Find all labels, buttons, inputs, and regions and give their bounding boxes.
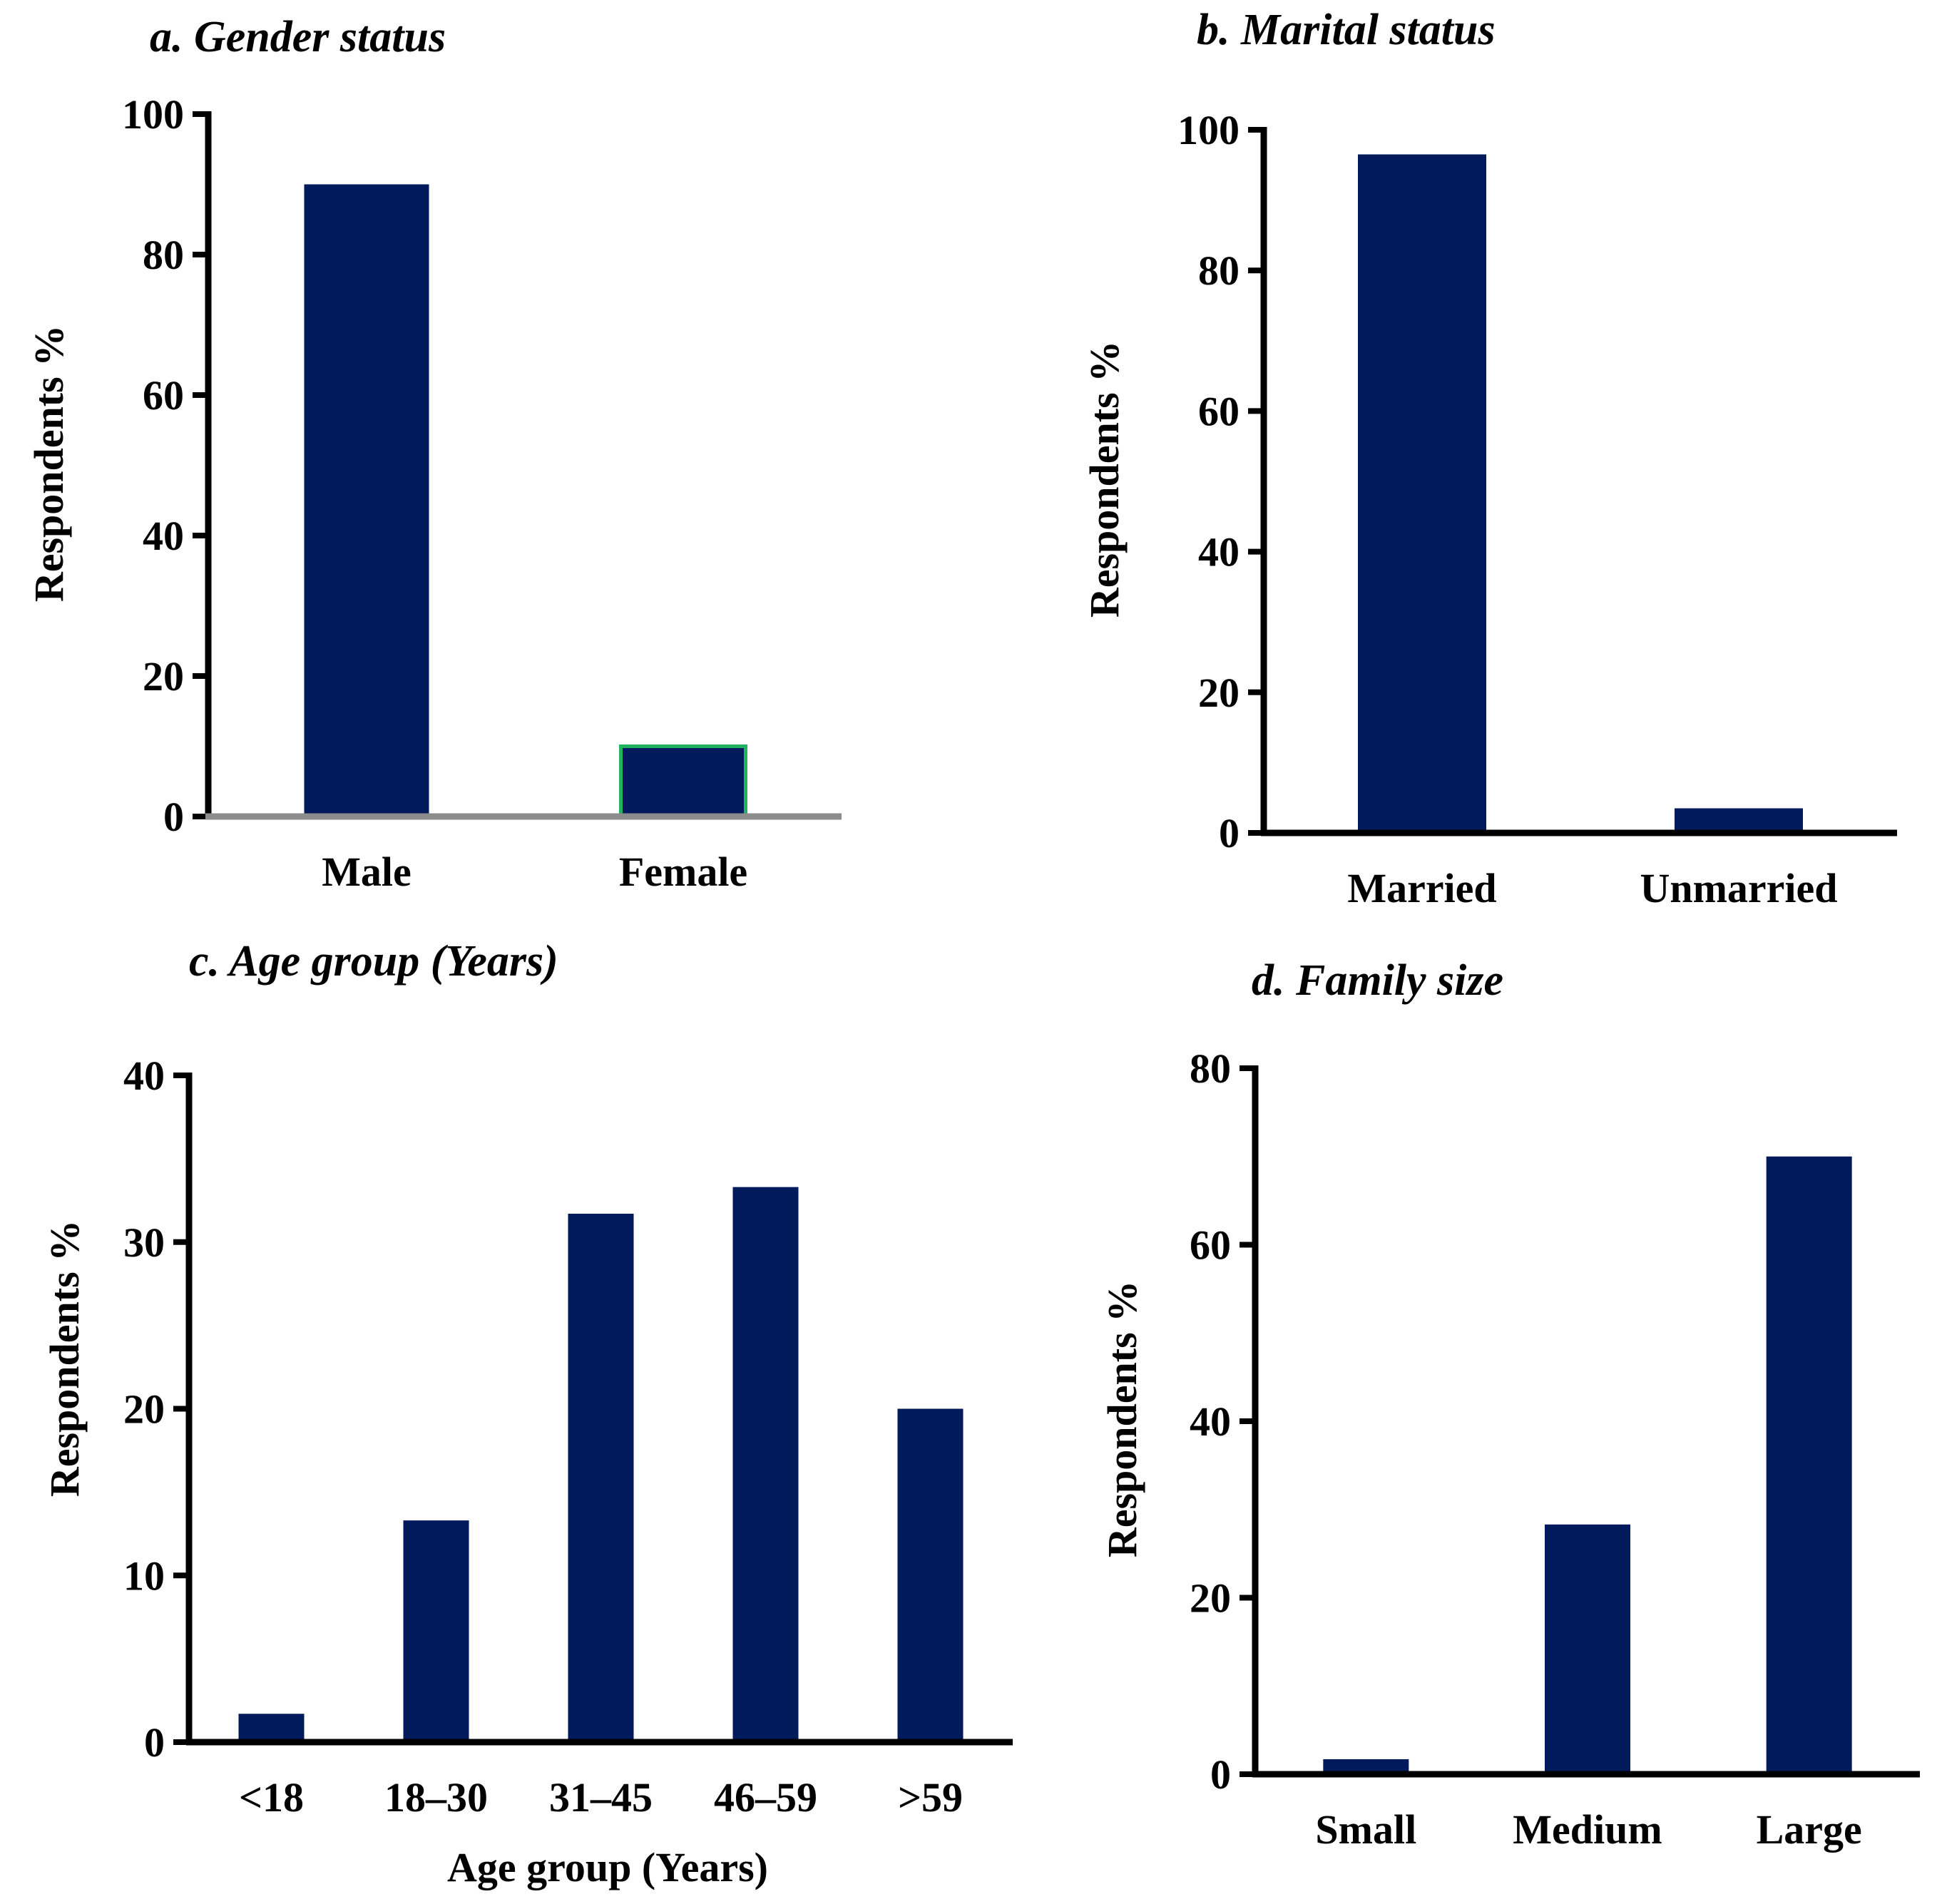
bars <box>304 184 747 819</box>
y-tick-label: 20 <box>123 1386 165 1433</box>
bar-46-59 <box>732 1187 799 1742</box>
y-tick-label: 60 <box>1190 1222 1231 1269</box>
category-label: Large <box>1757 1806 1862 1853</box>
y-ticks: 0 20 40 60 80 100 <box>122 91 208 840</box>
bar-male <box>304 184 429 817</box>
category-label: Small <box>1315 1806 1416 1853</box>
category-label: 31–45 <box>549 1774 653 1821</box>
chart-title: b. Marital status <box>1197 6 1496 54</box>
bars <box>1323 1156 1852 1774</box>
y-tick-label: 60 <box>1198 388 1240 434</box>
bar-married <box>1358 154 1486 833</box>
chart-title: d. Family size <box>1252 956 1503 1005</box>
y-axis-label: Respondents % <box>1099 1281 1145 1557</box>
y-ticks: 0 20 40 60 80 100 <box>1177 107 1264 856</box>
axes <box>185 1073 1013 1746</box>
category-label: 18–30 <box>384 1774 488 1821</box>
category-label: 46–59 <box>714 1774 817 1821</box>
bar-female <box>619 744 747 819</box>
y-tick-label: 0 <box>1219 810 1240 856</box>
y-tick-label: 40 <box>143 513 184 559</box>
axes <box>205 111 842 820</box>
y-axis-label: Respondents % <box>41 1220 88 1497</box>
y-tick-label: 30 <box>123 1219 165 1266</box>
chart-title: a. Gender status <box>150 13 446 61</box>
axes <box>1260 127 1897 836</box>
panel-marital-status: b. Marital status Respondents % 0 20 40 60 8… <box>1081 6 1897 911</box>
y-tick-label: 40 <box>1190 1398 1231 1445</box>
y-tick-label: 80 <box>143 232 184 278</box>
category-labels: Married Unmarried <box>1347 865 1837 911</box>
bar--59 <box>897 1408 964 1742</box>
category-labels: Male Female <box>322 849 747 895</box>
category-label: <18 <box>239 1774 304 1821</box>
bar-31-45 <box>568 1214 634 1742</box>
category-labels: Small Medium Large <box>1315 1806 1861 1853</box>
bars <box>1358 154 1803 833</box>
y-tick-label: 0 <box>144 1719 165 1766</box>
panel-gender-status: a. Gender status Respondents % 0 20 40 60 80… <box>26 13 842 895</box>
y-tick-label: 40 <box>1198 529 1240 575</box>
y-tick-label: 20 <box>143 653 184 700</box>
y-ticks: 0 20 40 60 80 <box>1190 1045 1255 1798</box>
bar-small <box>1323 1759 1409 1774</box>
y-ticks: 0 10 20 30 40 <box>123 1053 189 1766</box>
y-tick-label: 80 <box>1190 1045 1231 1092</box>
category-label: Married <box>1347 865 1496 911</box>
panel-family-size: d. Family size Respondents % 0 20 40 60 80 S… <box>1099 956 1920 1853</box>
y-tick-label: 10 <box>123 1552 165 1599</box>
y-tick-label: 100 <box>122 91 184 138</box>
bar-18-30 <box>403 1520 469 1742</box>
y-axis-label: Respondents % <box>1081 341 1128 618</box>
y-tick-label: 40 <box>123 1053 165 1099</box>
bar-large <box>1766 1156 1852 1774</box>
category-labels: <18 18–30 31–45 46–59 >59 <box>239 1774 963 1821</box>
x-axis-label: Age group (Years) <box>447 1844 768 1890</box>
y-tick-label: 0 <box>1210 1751 1231 1798</box>
category-label: >59 <box>898 1774 963 1821</box>
y-axis-label: Respondents % <box>26 325 72 602</box>
bar--18 <box>238 1714 305 1742</box>
category-label: Unmarried <box>1640 865 1837 911</box>
y-tick-label: 20 <box>1190 1575 1231 1622</box>
bar-unmarried <box>1675 808 1803 833</box>
category-label: Medium <box>1513 1806 1662 1853</box>
panel-age-group: c. Age group (Years) Respondents % Age g… <box>41 937 1013 1890</box>
axes <box>1252 1065 1920 1778</box>
y-tick-label: 80 <box>1198 247 1240 294</box>
bars <box>238 1187 964 1742</box>
bar-medium <box>1545 1524 1630 1774</box>
y-tick-label: 60 <box>143 372 184 419</box>
chart-title: c. Age group (Years) <box>189 937 558 986</box>
category-label: Male <box>322 849 412 895</box>
y-tick-label: 100 <box>1177 107 1240 153</box>
category-label: Female <box>619 849 747 895</box>
y-tick-label: 20 <box>1198 670 1240 716</box>
y-tick-label: 0 <box>163 794 184 840</box>
